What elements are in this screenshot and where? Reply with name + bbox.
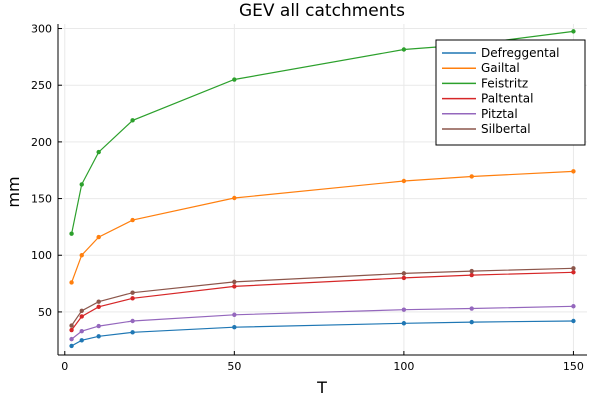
data-point-silbertal — [130, 290, 135, 295]
data-point-defreggental — [96, 334, 101, 339]
data-point-defreggental — [69, 343, 74, 349]
data-point-paltental — [401, 275, 407, 281]
data-point-feistritz — [79, 182, 84, 187]
data-point-feistritz — [571, 29, 576, 34]
data-point-defreggental — [79, 338, 84, 343]
y-axis-title: mm — [4, 176, 23, 207]
data-point-feistritz — [232, 77, 237, 82]
series-group — [69, 29, 576, 349]
data-point-feistritz — [69, 231, 74, 236]
x-tick-label: 100 — [393, 360, 414, 373]
data-point-silbertal — [69, 323, 74, 328]
series-line-paltental — [71, 271, 574, 331]
series-line-silbertal — [71, 267, 574, 326]
data-point-defreggental — [469, 319, 474, 325]
x-tick-label: 0 — [61, 360, 68, 373]
data-point-paltental — [96, 304, 101, 310]
legend-label-feistritz: Feistritz — [481, 76, 528, 90]
data-point-gailtal — [232, 195, 237, 201]
data-point-pitztal — [69, 336, 74, 342]
data-point-gailtal — [69, 280, 74, 285]
data-point-paltental — [232, 284, 237, 289]
chart-title: GEV all catchments — [239, 1, 405, 21]
ticks: 0 50 100 150 50 100 150 200 250 300 — [31, 23, 584, 373]
x-axis-title: T — [316, 378, 327, 397]
legend-label-silbertal: Silbertal — [481, 122, 531, 136]
y-tick-label: 100 — [31, 249, 52, 262]
x-tick-label: 50 — [227, 360, 241, 373]
data-point-feistritz — [401, 47, 407, 52]
y-tick-label: 300 — [31, 23, 52, 36]
data-point-gailtal — [79, 253, 84, 258]
data-point-silbertal — [571, 266, 576, 271]
legend-label-gailtal: Gailtal — [481, 61, 520, 75]
data-point-pitztal — [232, 312, 237, 317]
data-point-pitztal — [401, 307, 407, 312]
y-tick-label: 250 — [31, 79, 52, 92]
data-point-paltental — [130, 296, 135, 301]
data-point-pitztal — [96, 323, 101, 329]
data-point-defreggental — [571, 318, 576, 324]
series-line-gailtal — [71, 170, 574, 283]
data-point-gailtal — [469, 174, 474, 179]
data-point-feistritz — [96, 149, 101, 155]
data-point-paltental — [69, 327, 74, 333]
legend-label-defreggental: Defreggental — [481, 46, 560, 60]
legend-label-pitztal: Pitztal — [481, 107, 518, 121]
data-point-silbertal — [232, 279, 237, 285]
data-point-pitztal — [79, 328, 84, 334]
data-point-silbertal — [469, 268, 474, 274]
x-tick-label: 150 — [563, 360, 584, 373]
data-point-paltental — [571, 270, 576, 275]
y-tick-label: 50 — [38, 306, 52, 319]
data-point-gailtal — [130, 217, 135, 223]
data-point-pitztal — [571, 304, 576, 309]
data-point-paltental — [469, 272, 474, 278]
data-point-silbertal — [96, 299, 101, 304]
data-point-feistritz — [130, 118, 135, 123]
data-point-silbertal — [79, 308, 84, 313]
y-tick-label: 150 — [31, 193, 52, 206]
data-point-pitztal — [469, 306, 474, 311]
legend-box — [435, 39, 586, 146]
series-line-defreggental — [71, 320, 574, 347]
data-point-defreggental — [232, 325, 237, 330]
data-point-defreggental — [401, 321, 407, 326]
y-tick-label: 200 — [31, 136, 52, 149]
series-line-pitztal — [71, 305, 574, 340]
legend-label-paltental: Paltental — [481, 92, 533, 106]
data-point-gailtal — [96, 234, 101, 240]
data-point-gailtal — [571, 169, 576, 174]
axes — [57, 24, 587, 356]
data-point-pitztal — [130, 318, 135, 324]
data-point-gailtal — [401, 178, 407, 184]
data-point-silbertal — [401, 271, 407, 276]
data-point-paltental — [79, 314, 84, 319]
data-point-defreggental — [130, 330, 135, 335]
